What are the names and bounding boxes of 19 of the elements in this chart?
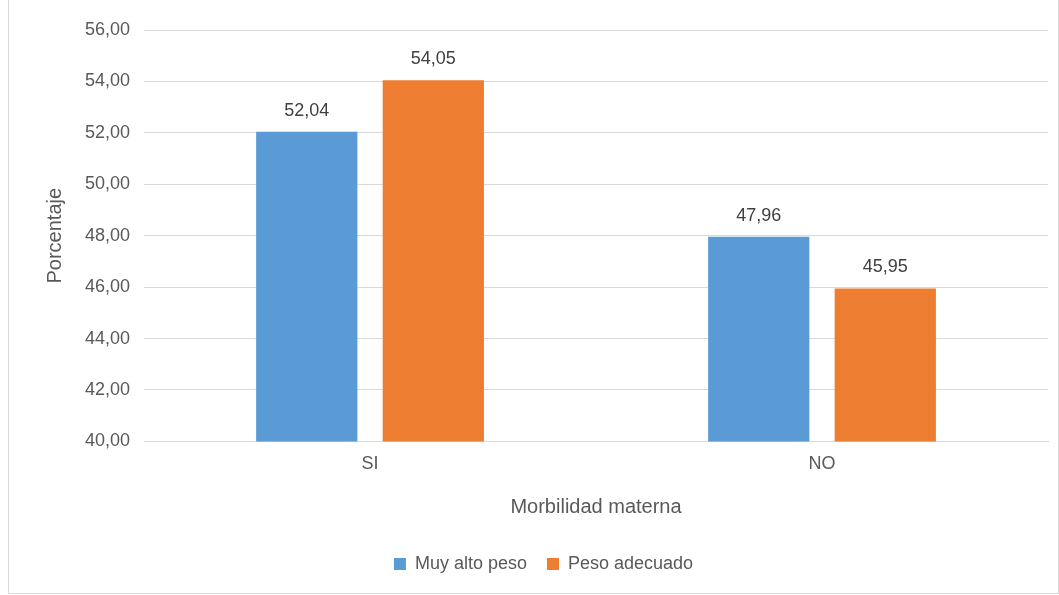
legend-label: Muy alto peso <box>414 552 527 573</box>
data-label: 54,05 <box>410 48 456 69</box>
y-tick-label: 40,00 <box>85 430 131 451</box>
data-label: 47,96 <box>736 204 782 225</box>
y-tick-label: 48,00 <box>85 224 131 245</box>
y-axis-title: Porcentaje <box>42 187 65 284</box>
data-label: 52,04 <box>284 99 330 120</box>
y-tick-label: 42,00 <box>85 378 131 399</box>
y-tick-label: 46,00 <box>85 276 131 297</box>
data-label: 45,95 <box>862 256 908 277</box>
x-tick-label: SI <box>361 453 379 474</box>
y-tick-label: 56,00 <box>85 18 131 39</box>
y-tick-label: 54,00 <box>85 70 131 91</box>
legend-label: Peso adecuado <box>567 552 694 573</box>
y-tick-label: 50,00 <box>85 173 131 194</box>
x-axis-title: Morbilidad materna <box>510 494 683 517</box>
y-tick-label: 44,00 <box>85 327 131 348</box>
y-tick-label: 52,00 <box>85 121 131 142</box>
x-tick-label: NO <box>808 453 836 474</box>
